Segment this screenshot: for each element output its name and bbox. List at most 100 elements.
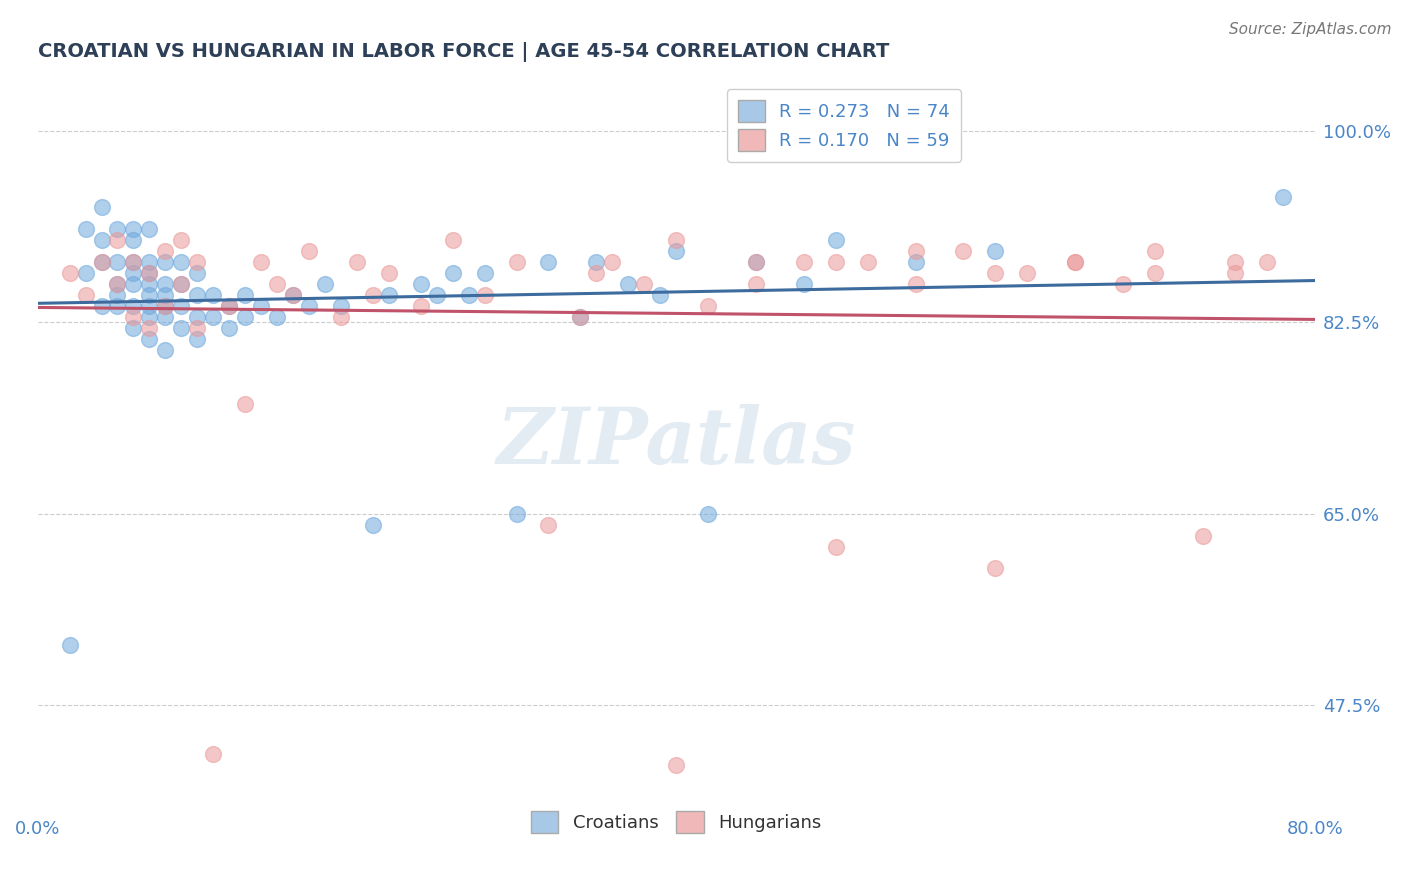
Point	[984, 266, 1007, 280]
Point	[170, 255, 193, 269]
Point	[107, 255, 129, 269]
Point	[537, 517, 560, 532]
Point	[474, 288, 496, 302]
Point	[298, 299, 321, 313]
Point	[122, 320, 145, 334]
Point	[250, 255, 273, 269]
Point	[824, 540, 846, 554]
Point	[138, 299, 160, 313]
Point	[218, 299, 240, 313]
Point	[1256, 255, 1278, 269]
Point	[170, 299, 193, 313]
Point	[90, 233, 112, 247]
Point	[426, 288, 449, 302]
Point	[266, 310, 288, 324]
Point	[665, 758, 688, 772]
Point	[569, 310, 592, 324]
Point	[952, 244, 974, 259]
Point	[602, 255, 624, 269]
Point	[904, 255, 927, 269]
Point	[537, 255, 560, 269]
Point	[138, 310, 160, 324]
Point	[138, 288, 160, 302]
Point	[665, 233, 688, 247]
Point	[793, 277, 815, 291]
Point	[650, 288, 672, 302]
Point	[409, 277, 432, 291]
Point	[856, 255, 879, 269]
Point	[457, 288, 479, 302]
Point	[75, 266, 97, 280]
Point	[122, 255, 145, 269]
Point	[745, 255, 768, 269]
Point	[1064, 255, 1087, 269]
Point	[298, 244, 321, 259]
Point	[202, 288, 225, 302]
Point	[90, 255, 112, 269]
Point	[633, 277, 655, 291]
Point	[474, 266, 496, 280]
Point	[170, 233, 193, 247]
Point	[266, 277, 288, 291]
Point	[107, 277, 129, 291]
Point	[1192, 529, 1215, 543]
Point	[281, 288, 304, 302]
Point	[1064, 255, 1087, 269]
Point	[441, 266, 464, 280]
Point	[233, 310, 256, 324]
Point	[1223, 255, 1246, 269]
Point	[186, 310, 208, 324]
Point	[330, 310, 353, 324]
Point	[138, 277, 160, 291]
Point	[107, 233, 129, 247]
Point	[90, 255, 112, 269]
Point	[1271, 189, 1294, 203]
Point	[59, 266, 82, 280]
Point	[697, 507, 720, 521]
Point	[378, 266, 401, 280]
Point	[155, 255, 177, 269]
Point	[361, 517, 384, 532]
Point	[75, 222, 97, 236]
Point	[107, 288, 129, 302]
Point	[1223, 266, 1246, 280]
Point	[122, 277, 145, 291]
Point	[107, 277, 129, 291]
Point	[170, 277, 193, 291]
Point	[824, 233, 846, 247]
Text: Source: ZipAtlas.com: Source: ZipAtlas.com	[1229, 22, 1392, 37]
Point	[122, 310, 145, 324]
Point	[138, 255, 160, 269]
Point	[441, 233, 464, 247]
Point	[904, 244, 927, 259]
Point	[107, 222, 129, 236]
Point	[107, 299, 129, 313]
Point	[1144, 266, 1167, 280]
Point	[122, 266, 145, 280]
Point	[170, 320, 193, 334]
Point	[569, 310, 592, 324]
Point	[585, 255, 607, 269]
Point	[155, 299, 177, 313]
Point	[202, 310, 225, 324]
Point	[59, 638, 82, 652]
Point	[138, 222, 160, 236]
Point	[122, 233, 145, 247]
Point	[186, 266, 208, 280]
Point	[585, 266, 607, 280]
Point	[233, 288, 256, 302]
Point	[138, 266, 160, 280]
Point	[250, 299, 273, 313]
Point	[186, 255, 208, 269]
Point	[90, 299, 112, 313]
Point	[697, 299, 720, 313]
Point	[409, 299, 432, 313]
Point	[1017, 266, 1039, 280]
Point	[138, 266, 160, 280]
Point	[984, 561, 1007, 575]
Point	[617, 277, 640, 291]
Point	[346, 255, 368, 269]
Point	[281, 288, 304, 302]
Point	[904, 277, 927, 291]
Legend: Croatians, Hungarians: Croatians, Hungarians	[520, 800, 832, 844]
